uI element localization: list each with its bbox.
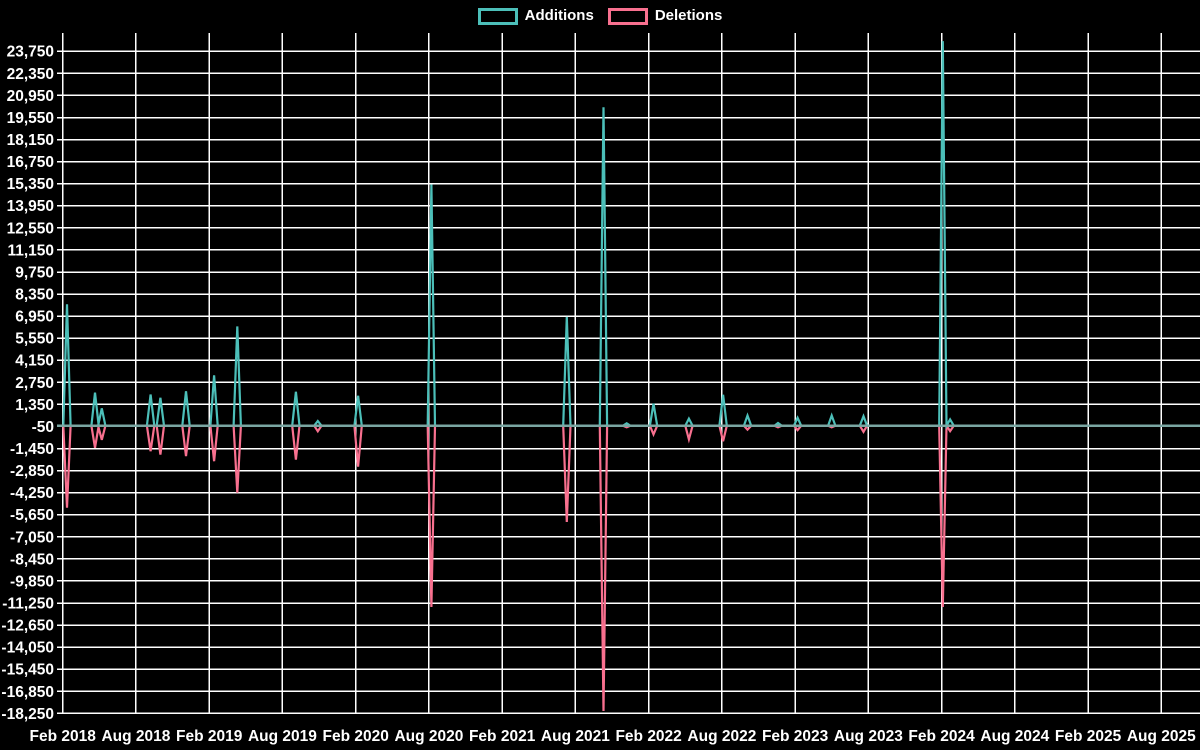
chart-gridlines <box>57 33 1200 715</box>
y-tick-label: 12,550 <box>7 220 54 237</box>
y-tick-label: 18,150 <box>7 132 54 149</box>
deletions-swatch-icon <box>607 7 648 25</box>
y-tick-label: 9,750 <box>15 264 54 281</box>
y-tick-label: -12,650 <box>1 618 54 635</box>
x-tick-label: Aug 2019 <box>248 728 317 745</box>
y-tick-label: -18,250 <box>1 706 54 723</box>
y-tick-label: -16,850 <box>1 684 54 701</box>
y-tick-label: 19,550 <box>7 110 54 127</box>
series-deletions <box>62 422 1200 712</box>
x-tick-label: Feb 2021 <box>469 728 536 745</box>
y-tick-label: 4,150 <box>15 353 54 370</box>
y-tick-label: 6,950 <box>15 309 54 326</box>
legend-item-deletions[interactable]: Deletions <box>607 7 723 25</box>
x-tick-label: Aug 2021 <box>541 728 610 745</box>
y-tick-label: 2,750 <box>15 375 54 392</box>
y-axis-labels: 23,750 22,350 20,950 19,550 18,150 16,750 15,3… <box>1 44 54 723</box>
y-tick-label: 23,750 <box>7 44 54 61</box>
y-tick-label: 20,950 <box>7 88 54 105</box>
x-tick-label: Feb 2020 <box>322 728 388 745</box>
y-tick-label: -7,050 <box>10 529 54 546</box>
x-axis-labels: Feb 2018 Aug 2018 Feb 2019 Aug 2019 Feb 2020… <box>30 728 1197 745</box>
x-tick-label: Feb 2023 <box>762 728 829 745</box>
legend-label-deletions: Deletions <box>654 7 723 24</box>
x-tick-label: Feb 2018 <box>30 728 97 745</box>
y-tick-label: -1,450 <box>10 441 54 458</box>
x-tick-label: Aug 2023 <box>834 728 903 745</box>
chart-legend: Additions Deletions <box>0 7 1200 25</box>
x-tick-label: Aug 2020 <box>394 728 463 745</box>
x-tick-label: Feb 2024 <box>908 728 975 745</box>
x-tick-label: Aug 2024 <box>980 728 1049 745</box>
y-tick-label: -15,450 <box>1 662 54 679</box>
x-tick-label: Feb 2022 <box>615 728 681 745</box>
legend-label-additions: Additions <box>524 7 594 24</box>
y-tick-label: -8,450 <box>10 551 54 568</box>
y-tick-label: 22,350 <box>7 66 54 83</box>
legend-item-additions[interactable]: Additions <box>477 7 594 25</box>
y-tick-label: 16,750 <box>7 154 54 171</box>
additions-swatch-icon <box>477 7 518 25</box>
y-tick-label: -5,650 <box>10 507 54 524</box>
x-tick-label: Aug 2018 <box>101 728 170 745</box>
y-tick-label: -50 <box>32 419 54 436</box>
x-tick-label: Aug 2025 <box>1127 728 1196 745</box>
y-tick-label: -9,850 <box>10 573 54 590</box>
y-tick-label: -14,050 <box>1 640 54 657</box>
y-tick-label: 5,550 <box>15 331 54 348</box>
y-tick-label: 15,350 <box>7 176 54 193</box>
y-tick-label: -2,850 <box>10 463 54 480</box>
x-tick-label: Aug 2022 <box>687 728 756 745</box>
y-tick-label: 11,150 <box>7 242 54 259</box>
y-tick-label: -11,250 <box>2 595 54 612</box>
y-tick-label: 13,950 <box>7 198 54 215</box>
y-tick-label: 1,350 <box>15 397 54 414</box>
y-tick-label: -4,250 <box>10 485 54 502</box>
y-tick-label: 8,350 <box>15 286 54 303</box>
x-tick-label: Feb 2019 <box>176 728 243 745</box>
x-tick-label: Feb 2025 <box>1055 728 1122 745</box>
series-additions <box>62 41 1200 430</box>
